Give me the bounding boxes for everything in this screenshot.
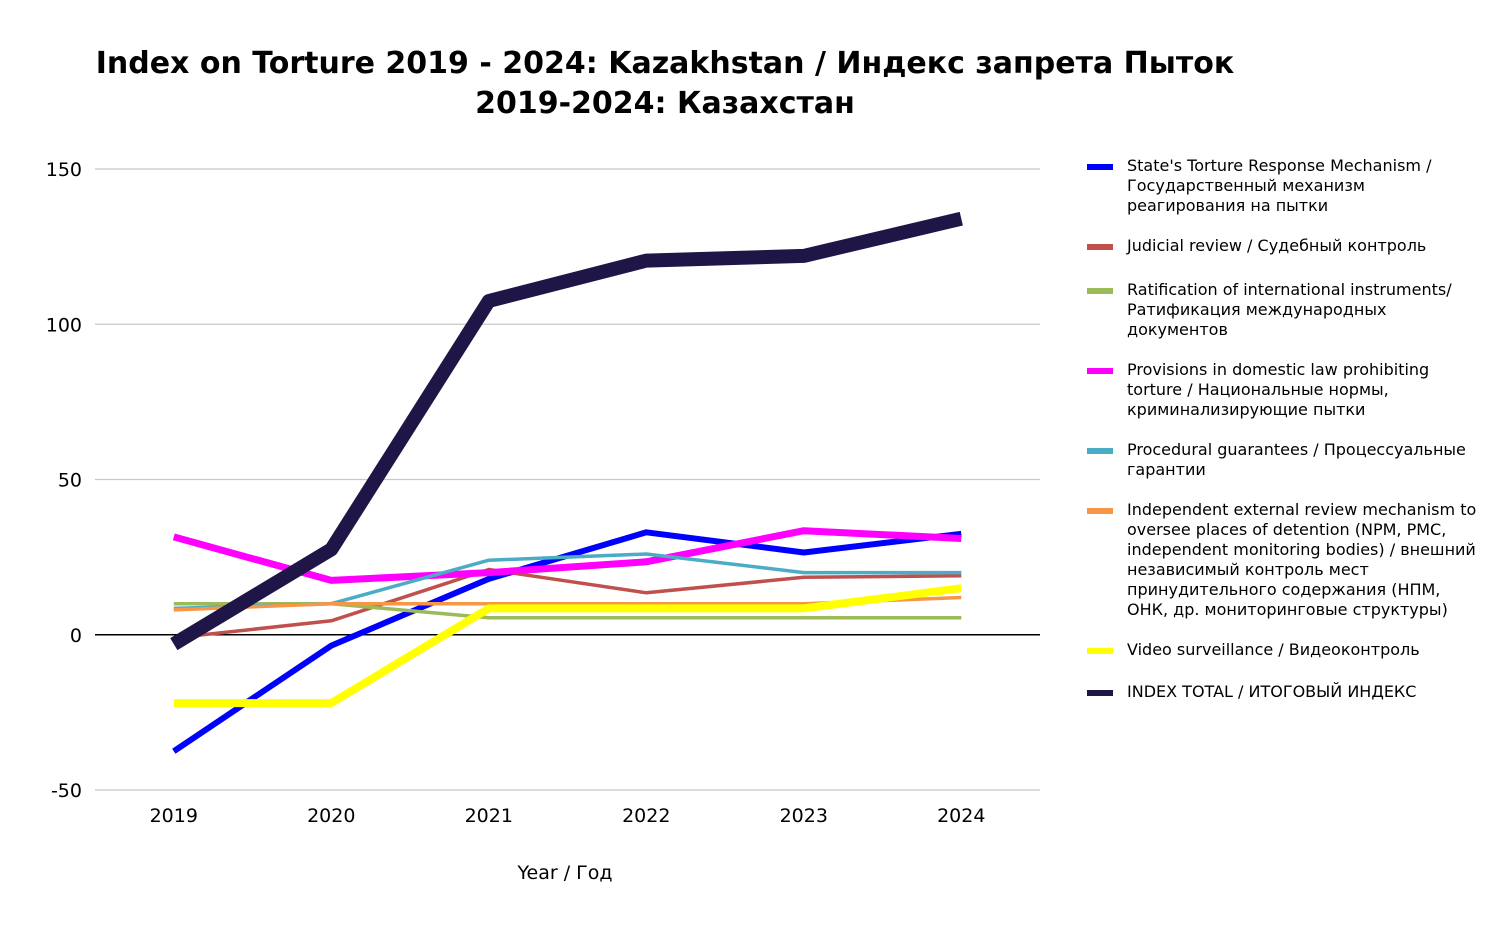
y-tick-label: 50	[58, 470, 82, 492]
legend-label: State's Torture Response Mechanism / Гос…	[1127, 156, 1431, 215]
series-lines	[174, 219, 962, 752]
legend-swatch	[1087, 288, 1113, 294]
legend-item: Judicial review / Судебный контроль	[1087, 236, 1477, 256]
legend-swatch	[1087, 648, 1113, 654]
legend-label: Judicial review / Судебный контроль	[1127, 236, 1426, 255]
legend-label: Video surveillance / Видеоконтроль	[1127, 640, 1420, 659]
legend-item: Procedural guarantees / Процессуальные г…	[1087, 440, 1477, 480]
legend-swatch	[1087, 164, 1113, 170]
legend-item: State's Torture Response Mechanism / Гос…	[1087, 156, 1477, 216]
x-tick-label: 2022	[622, 805, 670, 827]
x-tick-label: 2024	[937, 805, 985, 827]
legend-item: Video surveillance / Видеоконтроль	[1087, 640, 1477, 660]
legend-label: Provisions in domestic law prohibiting t…	[1127, 360, 1429, 419]
legend-swatch	[1087, 690, 1113, 696]
y-tick-label: 100	[46, 314, 82, 336]
x-tick-label: 2021	[465, 805, 513, 827]
x-tick-label: 2019	[150, 805, 198, 827]
legend-label: Procedural guarantees / Процессуальные г…	[1127, 440, 1466, 479]
legend-item: Independent external review mechanism to…	[1087, 500, 1477, 620]
legend-swatch	[1087, 508, 1113, 514]
x-axis-label: Year / Год	[440, 862, 690, 884]
x-tick-label: 2023	[780, 805, 828, 827]
x-tick-labels: 2019 2020 2021 2022 2023 2024	[150, 805, 986, 827]
gridlines	[95, 169, 1040, 790]
legend-swatch	[1087, 368, 1113, 374]
legend-swatch	[1087, 244, 1113, 250]
legend-label: Ratification of international instrument…	[1127, 280, 1452, 339]
y-tick-label: 150	[46, 159, 82, 181]
legend-item: Provisions in domestic law prohibiting t…	[1087, 360, 1477, 420]
x-tick-label: 2020	[307, 805, 355, 827]
legend-item: INDEX TOTAL / ИТОГОВЫЙ ИНДЕКС	[1087, 682, 1477, 702]
legend-label: Independent external review mechanism to…	[1127, 500, 1476, 619]
y-tick-label: -50	[51, 780, 82, 802]
legend: State's Torture Response Mechanism / Гос…	[1087, 156, 1477, 702]
y-tick-labels: 150 100 50 0 -50	[46, 159, 82, 802]
y-tick-label: 0	[70, 625, 82, 647]
legend-item: Ratification of international instrument…	[1087, 280, 1477, 340]
legend-label: INDEX TOTAL / ИТОГОВЫЙ ИНДЕКС	[1127, 682, 1416, 701]
legend-swatch	[1087, 448, 1113, 454]
